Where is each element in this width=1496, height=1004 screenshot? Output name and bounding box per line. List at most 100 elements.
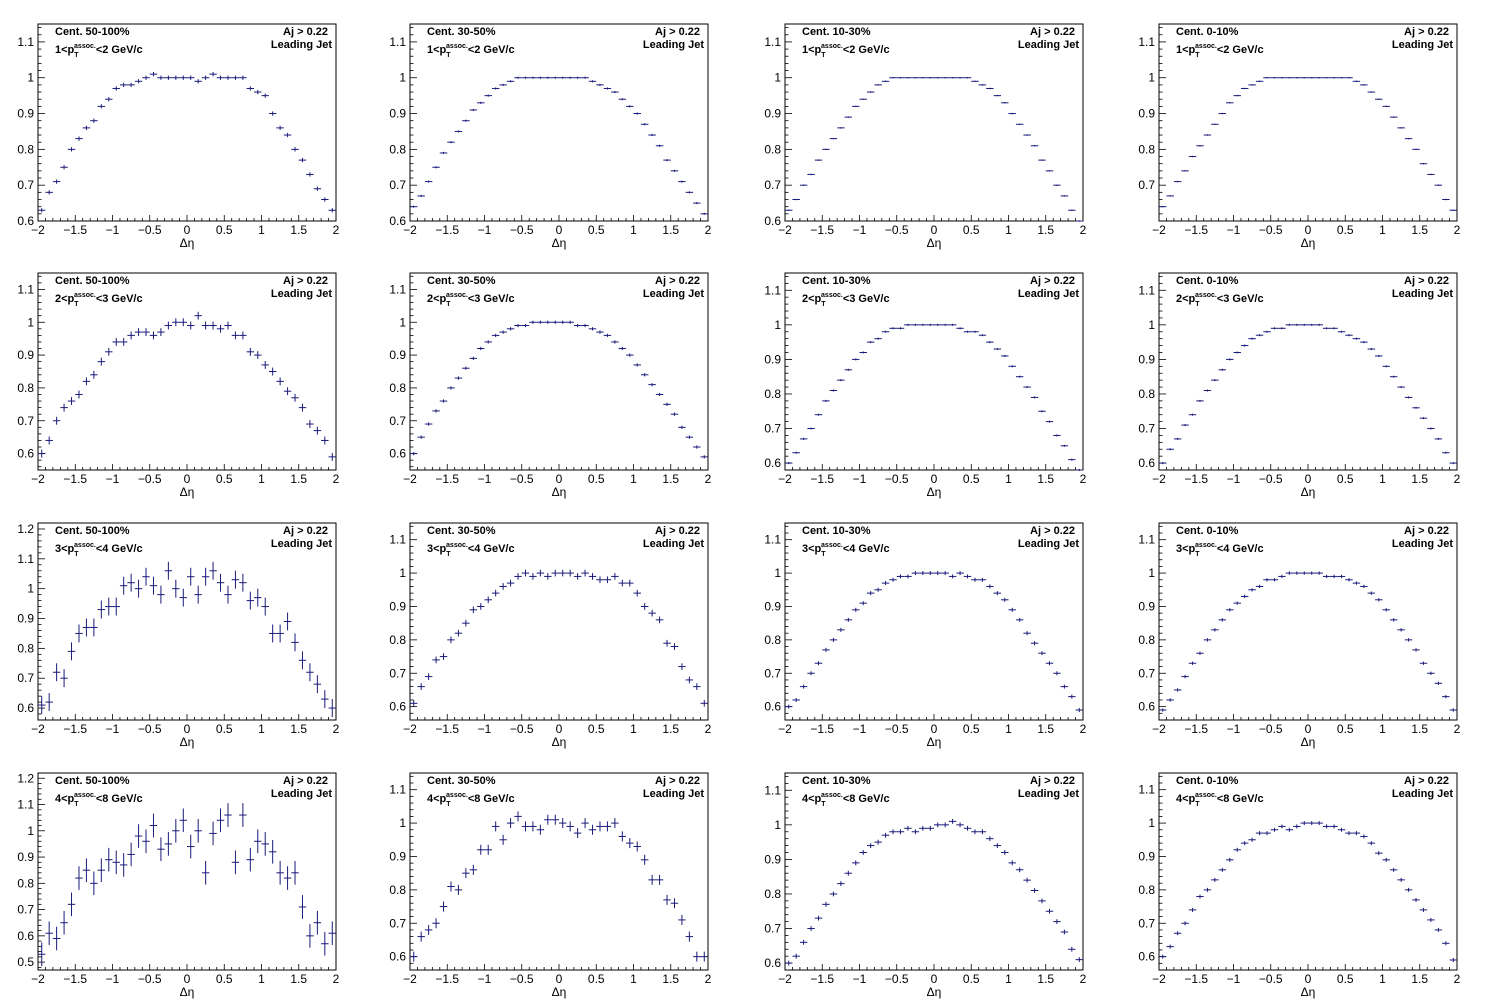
- data-point: [799, 184, 808, 186]
- x-tick-label: −1.5: [810, 722, 834, 736]
- x-tick-label: 0: [184, 472, 191, 486]
- data-point: [313, 426, 322, 435]
- y-tick-label: 0.9: [1138, 107, 1155, 121]
- data-point: [1442, 198, 1450, 201]
- x-axis-title: Δη: [927, 735, 942, 749]
- data-point: [1038, 898, 1046, 904]
- x-tick-label: 2: [1080, 972, 1087, 986]
- data-point: [1404, 887, 1413, 892]
- data-point: [1045, 420, 1054, 423]
- data-point: [626, 353, 634, 357]
- data-point: [432, 166, 440, 169]
- leading-jet-label: Leading Jet: [643, 788, 704, 800]
- data-point: [963, 77, 972, 79]
- data-point: [164, 75, 173, 80]
- data-point: [566, 76, 574, 79]
- x-tick-label: −1.5: [63, 223, 87, 237]
- data-point: [1045, 170, 1054, 172]
- pt-bin-label: 2<pTassoc.<3 GeV/c: [1176, 292, 1264, 308]
- y-tick-label: 0.9: [389, 348, 406, 362]
- data-point: [306, 663, 314, 682]
- data-point: [1285, 827, 1294, 832]
- data-point: [844, 116, 853, 118]
- data-point: [231, 331, 240, 340]
- data-point: [1001, 597, 1009, 602]
- x-axis-title: Δη: [180, 985, 195, 999]
- data-point: [462, 619, 470, 627]
- data-point: [321, 690, 329, 709]
- data-point: [941, 822, 949, 828]
- data-point: [119, 338, 128, 346]
- data-point: [1053, 919, 1061, 925]
- plot-frame: [784, 522, 1084, 721]
- data-point: [596, 821, 604, 832]
- data-point: [1159, 462, 1167, 465]
- x-tick-label: −1: [478, 223, 492, 237]
- data-point: [306, 420, 314, 428]
- data-point: [1015, 617, 1024, 622]
- x-tick-label: 1.5: [290, 223, 307, 237]
- data-point: [149, 813, 158, 838]
- x-tick-label: 1.5: [1037, 472, 1054, 486]
- x-tick-label: −0.5: [510, 722, 534, 736]
- x-tick-label: 0.5: [1337, 972, 1354, 986]
- data-point: [963, 574, 972, 579]
- x-tick-label: 1: [1379, 972, 1386, 986]
- y-tick-label: 0.6: [389, 700, 406, 714]
- data-point: [896, 327, 905, 330]
- data-point: [792, 697, 800, 702]
- data-point: [919, 323, 927, 326]
- data-point: [439, 901, 448, 912]
- data-point: [424, 180, 433, 183]
- data-point: [852, 607, 860, 612]
- data-point: [268, 624, 277, 643]
- data-point: [588, 80, 597, 83]
- data-point: [1218, 867, 1227, 872]
- data-point: [1352, 831, 1361, 836]
- data-point: [1188, 907, 1197, 912]
- data-point: [529, 821, 537, 832]
- data-point: [874, 587, 882, 592]
- data-point: [201, 567, 210, 586]
- data-point: [611, 90, 619, 94]
- x-tick-label: 2: [1454, 972, 1461, 986]
- data-point: [1434, 927, 1443, 932]
- data-point: [700, 212, 708, 215]
- data-point: [491, 589, 500, 597]
- data-point: [231, 850, 240, 875]
- data-point: [971, 80, 979, 83]
- data-point: [978, 829, 987, 835]
- data-point: [1188, 661, 1197, 665]
- x-tick-label: −0.5: [1259, 223, 1283, 237]
- y-tick-label: 1: [399, 816, 406, 830]
- data-point: [149, 71, 158, 77]
- data-point: [1045, 661, 1054, 666]
- y-tick-label: 1.1: [17, 282, 34, 296]
- pt-bin-label: 3<pTassoc.<4 GeV/c: [55, 542, 143, 558]
- x-tick-label: −1.5: [1184, 223, 1208, 237]
- data-point: [1278, 574, 1286, 579]
- data-point: [306, 172, 314, 177]
- x-tick-label: −1.5: [63, 722, 87, 736]
- data-point: [640, 854, 649, 865]
- data-point: [1315, 77, 1323, 79]
- y-tick-label: 1.1: [764, 283, 781, 297]
- y-tick-label: 1.1: [389, 282, 406, 296]
- data-point: [52, 416, 61, 425]
- x-tick-label: 0: [1305, 472, 1312, 486]
- data-point: [881, 330, 890, 333]
- x-tick-label: 1: [1379, 223, 1386, 237]
- data-point: [1240, 87, 1249, 90]
- data-point: [1068, 946, 1076, 952]
- data-point: [948, 77, 957, 79]
- data-point: [97, 858, 106, 883]
- data-point: [194, 79, 202, 84]
- data-point: [514, 76, 522, 79]
- panel-r3-c3: −2 −1.5 −1 −0.5 0 0.5 1 1.5 2 Δη 0.6 0.7 0.8 0.9 1 1.1 C…: [764, 522, 1087, 749]
- y-tick-label: 0.9: [764, 852, 781, 866]
- x-tick-label: 2: [705, 223, 712, 237]
- centrality-label: Cent. 50-100%: [55, 525, 130, 537]
- data-point: [1442, 941, 1450, 946]
- y-tick-label: 1: [774, 818, 781, 832]
- data-point: [521, 569, 530, 577]
